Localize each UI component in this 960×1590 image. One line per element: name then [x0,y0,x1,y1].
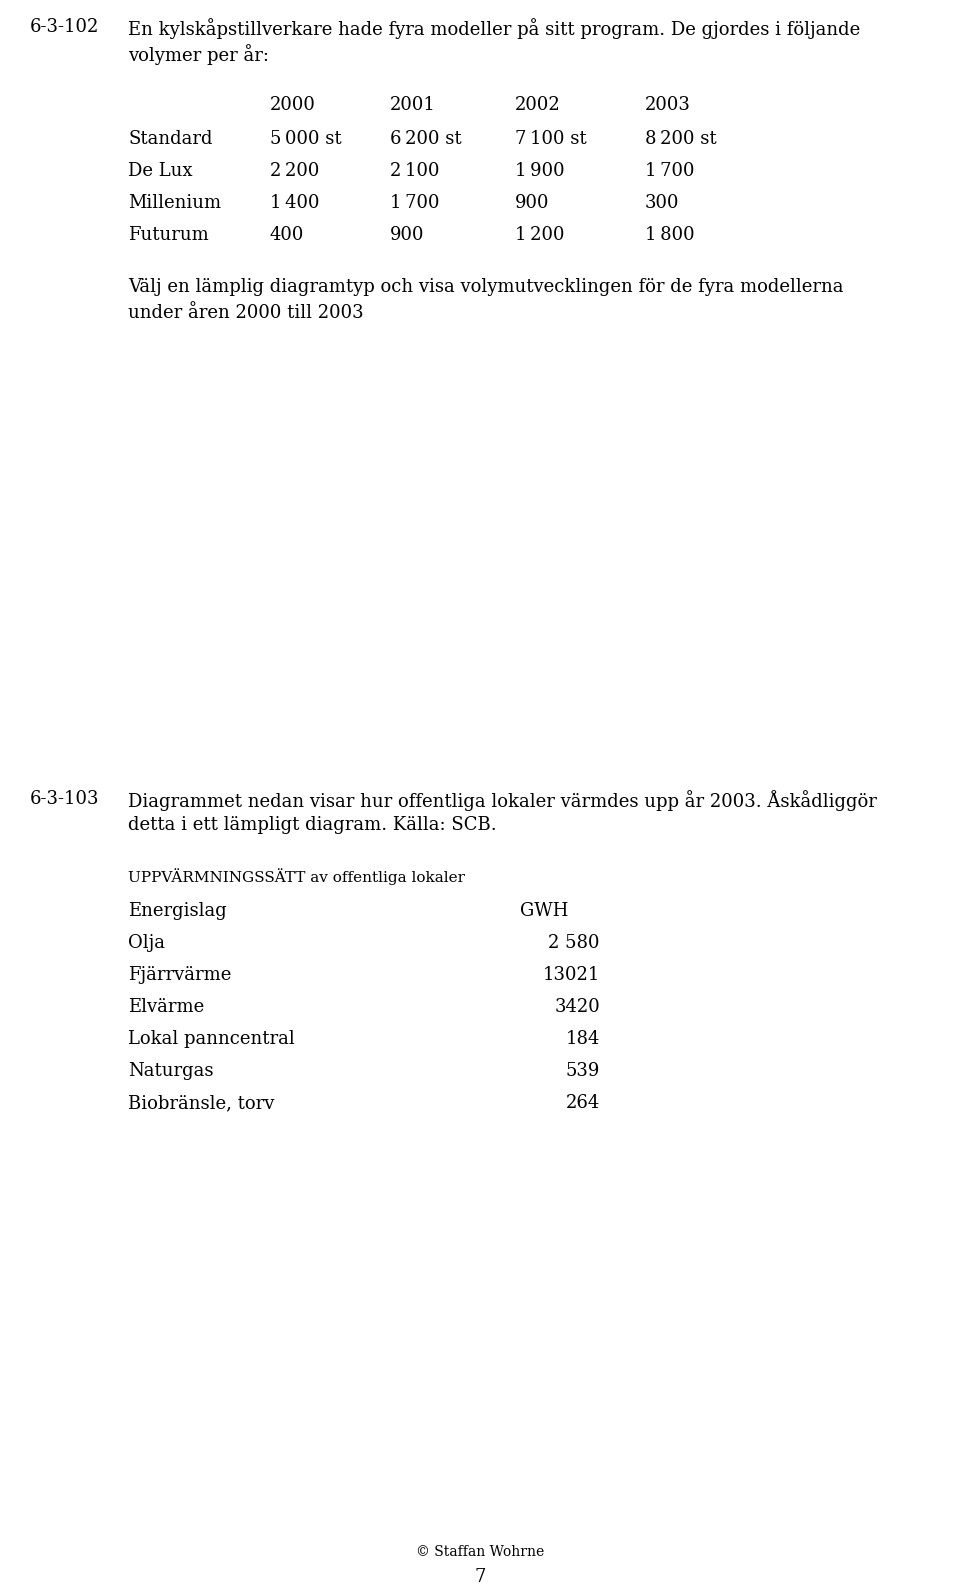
Text: En kylskåpstillverkare hade fyra modeller på sitt program. De gjordes i följande: En kylskåpstillverkare hade fyra modelle… [128,17,860,38]
Text: 1 900: 1 900 [515,162,564,180]
Text: 6-3-102: 6-3-102 [30,17,100,37]
Text: Naturgas: Naturgas [128,1062,213,1080]
Text: 13021: 13021 [542,967,600,984]
Text: 5 000 st: 5 000 st [270,130,342,148]
Text: Välj en lämplig diagramtyp och visa volymutvecklingen för de fyra modellerna: Välj en lämplig diagramtyp och visa voly… [128,278,844,296]
Text: 400: 400 [270,226,304,243]
Text: volymer per år:: volymer per år: [128,45,269,65]
Text: UPPVÄRMNINGSSÄTT av offentliga lokaler: UPPVÄRMNINGSSÄTT av offentliga lokaler [128,868,465,886]
Text: Millenium: Millenium [128,194,221,211]
Text: 2 580: 2 580 [548,933,600,952]
Text: 1 700: 1 700 [645,162,694,180]
Text: 900: 900 [515,194,549,211]
Text: 3420: 3420 [554,999,600,1016]
Text: 1 200: 1 200 [515,226,564,243]
Text: 6-3-103: 6-3-103 [30,790,100,808]
Text: under åren 2000 till 2003: under åren 2000 till 2003 [128,304,364,323]
Text: 2000: 2000 [270,95,316,114]
Text: 539: 539 [565,1062,600,1080]
Text: 1 700: 1 700 [390,194,440,211]
Text: detta i ett lämpligt diagram. Källa: SCB.: detta i ett lämpligt diagram. Källa: SCB… [128,816,496,835]
Text: Biobränsle, torv: Biobränsle, torv [128,1094,275,1111]
Text: 7: 7 [474,1568,486,1585]
Text: Olja: Olja [128,933,165,952]
Text: 1 400: 1 400 [270,194,320,211]
Text: 6 200 st: 6 200 st [390,130,462,148]
Text: Elvärme: Elvärme [128,999,204,1016]
Text: Fjärrvärme: Fjärrvärme [128,967,231,984]
Text: Futurum: Futurum [128,226,208,243]
Text: Diagrammet nedan visar hur offentliga lokaler värmdes upp år 2003. Åskådliggör: Diagrammet nedan visar hur offentliga lo… [128,790,876,811]
Text: 1 800: 1 800 [645,226,695,243]
Text: Lokal panncentral: Lokal panncentral [128,1030,295,1048]
Text: 2003: 2003 [645,95,691,114]
Text: De Lux: De Lux [128,162,193,180]
Text: GWH: GWH [520,902,568,921]
Text: 2002: 2002 [515,95,561,114]
Text: 8 200 st: 8 200 st [645,130,716,148]
Text: 7 100 st: 7 100 st [515,130,587,148]
Text: 2 200: 2 200 [270,162,320,180]
Text: 900: 900 [390,226,424,243]
Text: 264: 264 [565,1094,600,1111]
Text: 300: 300 [645,194,680,211]
Text: Standard: Standard [128,130,212,148]
Text: 184: 184 [565,1030,600,1048]
Text: © Staffan Wohrne: © Staffan Wohrne [416,1545,544,1560]
Text: Energislag: Energislag [128,902,227,921]
Text: 2 100: 2 100 [390,162,440,180]
Text: 2001: 2001 [390,95,436,114]
